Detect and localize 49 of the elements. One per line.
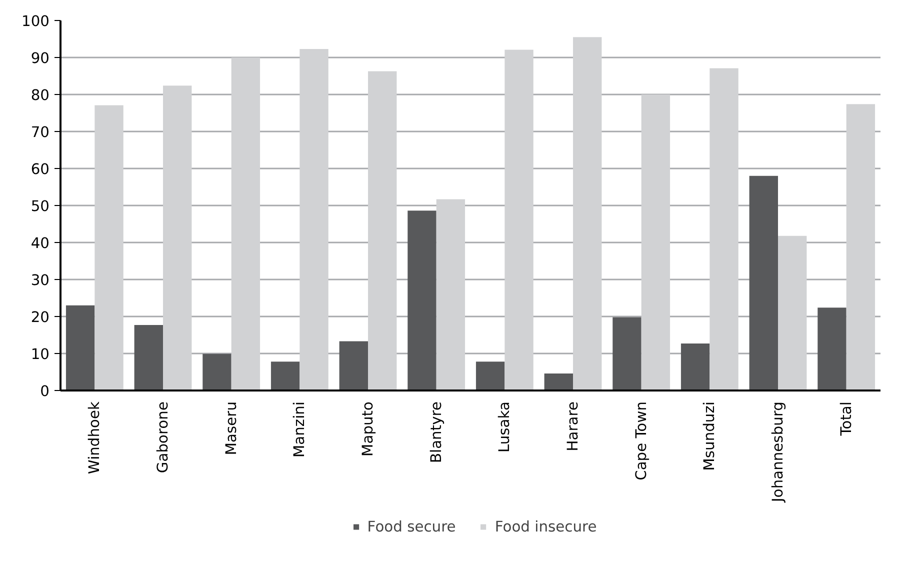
x-tick-label: Blantyre — [428, 401, 445, 464]
bar — [66, 305, 95, 390]
bar — [368, 71, 397, 390]
bar — [680, 344, 710, 390]
bar — [202, 354, 232, 390]
x-tick-label: Manzini — [291, 401, 308, 458]
bar — [710, 68, 738, 390]
bar — [339, 341, 368, 390]
y-tick-label: 50 — [30, 198, 50, 215]
bar — [408, 210, 436, 390]
x-tick-label: Gaborone — [154, 401, 172, 474]
bar — [94, 105, 124, 390]
bar — [436, 199, 466, 390]
y-tick-label: 100 — [22, 13, 50, 30]
bar — [476, 362, 505, 390]
x-tick-label: Msunduzi — [701, 402, 718, 471]
x-tick-label: Harare — [564, 401, 582, 452]
y-tick-label: 0 — [40, 383, 50, 400]
legend-label: Food secure — [367, 518, 456, 535]
y-tick-label: 10 — [30, 346, 50, 363]
bar — [300, 48, 328, 390]
bar — [504, 50, 534, 390]
y-tick-label: 30 — [30, 272, 50, 289]
y-tick-label: 70 — [30, 124, 50, 141]
x-tick-label: Windhoek — [86, 400, 104, 474]
bar — [231, 58, 260, 390]
bar — [641, 94, 670, 390]
x-tick-label: Johannesburg — [770, 401, 786, 503]
bar — [818, 308, 846, 390]
legend-label: Food insecure — [494, 518, 597, 535]
x-tick-label: Lusaka — [496, 401, 514, 453]
y-tick-label: 60 — [30, 161, 50, 178]
bar — [134, 325, 163, 390]
x-tick-label: Total — [838, 401, 855, 437]
y-tick-label: 40 — [30, 235, 50, 252]
bar — [544, 373, 573, 390]
x-tick-label: Cape Town — [632, 401, 650, 480]
bar — [612, 317, 642, 390]
bar — [270, 362, 300, 390]
x-tick-label: Maputo — [360, 401, 376, 456]
x-tick-label: Maseru — [222, 401, 240, 456]
y-tick-label: 80 — [30, 87, 50, 104]
bar — [573, 37, 602, 390]
bar — [163, 86, 192, 390]
y-tick-label: 20 — [30, 309, 50, 326]
bar — [749, 176, 778, 390]
bar — [778, 236, 807, 390]
y-tick-label: 90 — [30, 50, 50, 67]
bar — [846, 104, 876, 390]
